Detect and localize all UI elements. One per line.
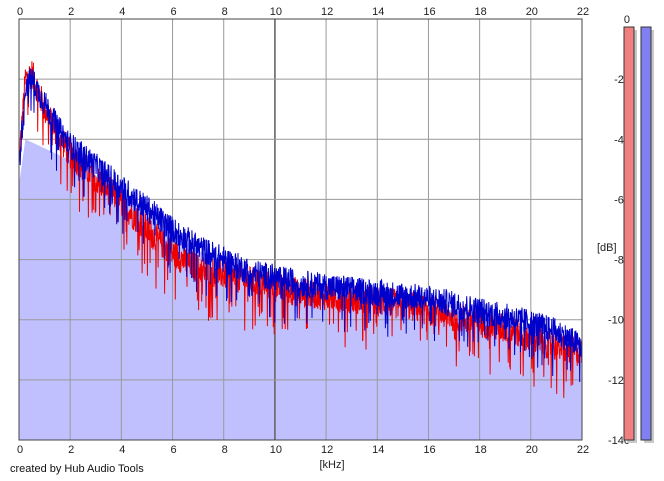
x-tick-label: 4	[119, 444, 125, 456]
plot-border	[18, 18, 583, 441]
meter-fill	[623, 26, 635, 441]
x-axis-label: [kHz]	[319, 459, 344, 471]
x-tick-label: 8	[222, 6, 228, 18]
x-tick-label: 10	[270, 6, 282, 18]
meter-fill	[640, 26, 652, 441]
x-tick-label: 12	[321, 444, 333, 456]
level-meters	[623, 26, 654, 443]
x-tick-label: 12	[321, 6, 333, 18]
x-tick-label: 18	[475, 6, 487, 18]
x-tick-label: 2	[68, 6, 74, 18]
x-tick-label: 6	[170, 6, 176, 18]
x-tick-label: 20	[526, 6, 538, 18]
y-axis-label: [dB]	[597, 242, 617, 254]
x-tick-label: 8	[222, 444, 228, 456]
x-tick-label: 20	[526, 444, 538, 456]
x-tick-label: 16	[423, 444, 435, 456]
x-tick-label: 22	[577, 6, 589, 18]
x-tick-label: 18	[475, 444, 487, 456]
x-tick-labels-bottom: 0 2 4 6 8 10 12 14 16 18 20 22	[17, 444, 589, 456]
x-tick-label: 4	[119, 6, 125, 18]
x-tick-label: 14	[372, 6, 384, 18]
x-tick-label: 10	[270, 444, 282, 456]
x-tick-label: 0	[17, 6, 23, 18]
x-tick-label: 14	[372, 444, 384, 456]
x-tick-label: 16	[423, 6, 435, 18]
series-blue-line	[18, 67, 583, 383]
credit-text: created by Hub Audio Tools	[10, 463, 144, 475]
x-tick-labels-top: 0 2 4 6 8 10 12 14 16 18 20 22	[17, 6, 589, 18]
y-tick-label: 0	[624, 14, 630, 26]
x-tick-label: 2	[68, 444, 74, 456]
x-tick-label: 22	[577, 444, 589, 456]
x-tick-label: 0	[17, 444, 23, 456]
x-tick-label: 6	[170, 444, 176, 456]
